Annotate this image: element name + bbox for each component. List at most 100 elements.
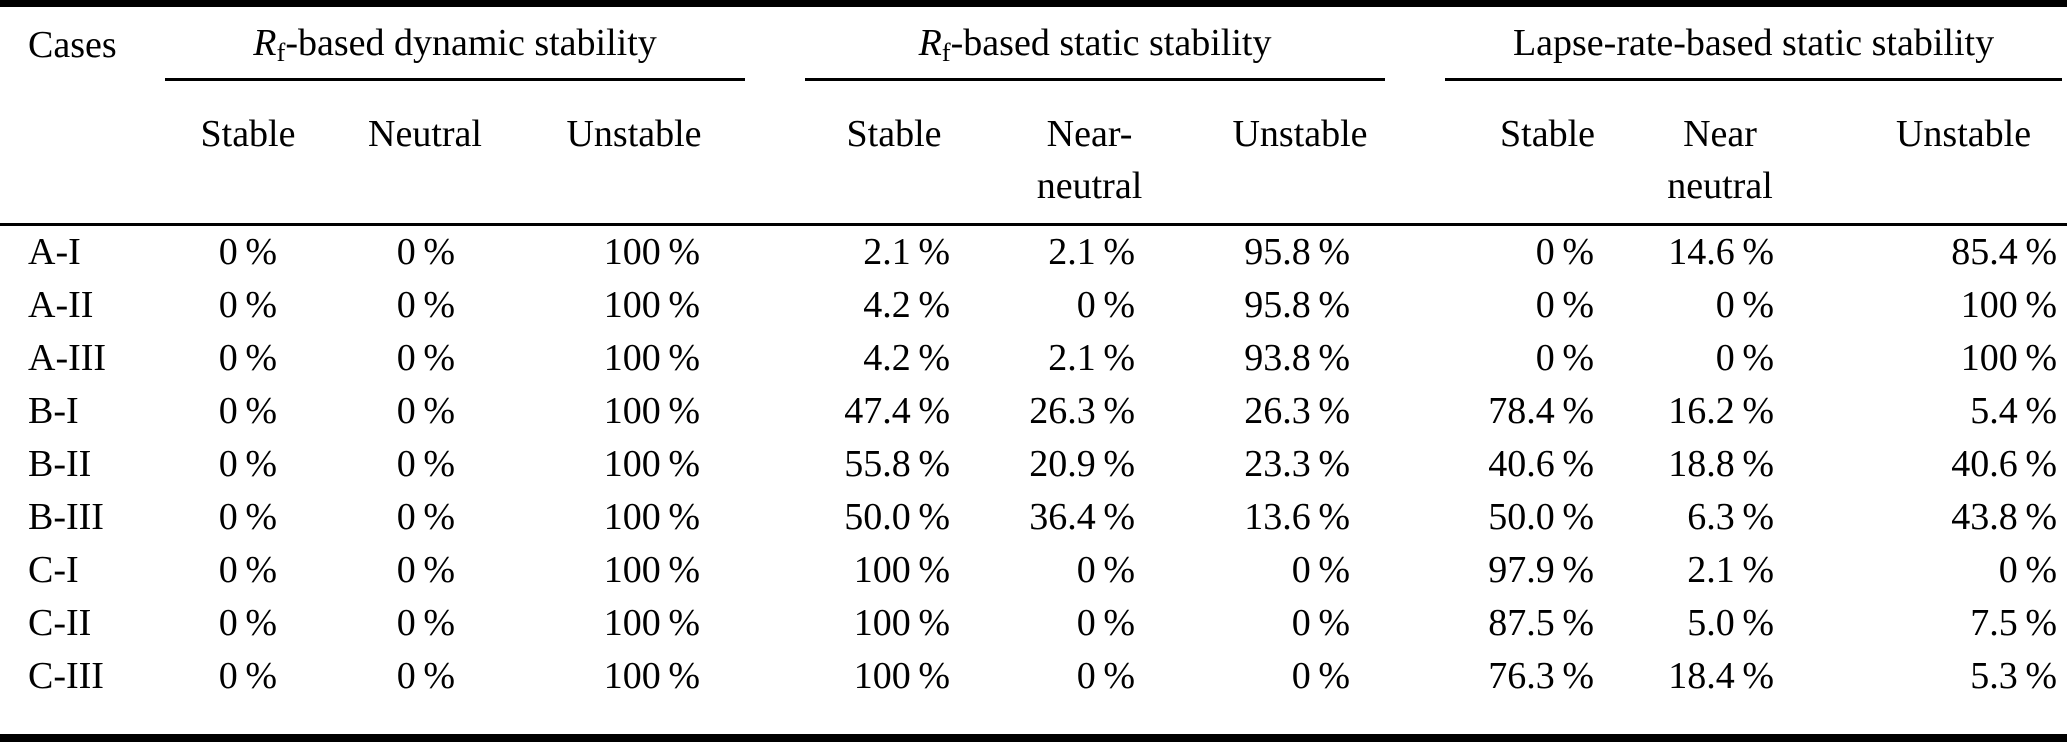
- table-cell: 100 %: [1960, 283, 2058, 326]
- table-cell: 97.9 %: [1488, 548, 1595, 591]
- table-row: A-III 0 % 0 % 100 % 4.2 % 2.1 % 93.8 % 0…: [0, 332, 2067, 385]
- stability-table: Cases Rf-based dynamic stability Rf-base…: [0, 7, 2067, 703]
- table-cell: 100 %: [603, 283, 701, 326]
- group-title-text: -based static stability: [950, 22, 1272, 64]
- table-cell: 18.8 %: [1668, 442, 1775, 485]
- table-row: A-II 0 % 0 % 100 % 4.2 % 0 % 95.8 % 0 % …: [0, 279, 2067, 332]
- table-cell: 0 %: [396, 442, 455, 485]
- table-cell: 40.6 %: [1488, 442, 1595, 485]
- table-row: C-I 0 % 0 % 100 % 100 % 0 % 0 % 97.9 % 2…: [0, 544, 2067, 597]
- table-row: C-II 0 % 0 % 100 % 100 % 0 % 0 % 87.5 % …: [0, 597, 2067, 650]
- group-title: Rf-based dynamic stability: [165, 22, 746, 81]
- table-cell: 23.3 %: [1244, 442, 1351, 485]
- header-line: Neutral: [368, 113, 482, 155]
- top-rule: [0, 0, 2067, 7]
- table-cell: 100 %: [1960, 336, 2058, 379]
- table-cell: 7.5 %: [1970, 601, 2058, 644]
- table-cell: 0 %: [396, 654, 455, 697]
- table-cell: 100 %: [853, 601, 951, 644]
- table-cell: 0 %: [396, 230, 455, 273]
- table-cell: 6.3 %: [1687, 495, 1775, 538]
- table-cell: 0 %: [396, 495, 455, 538]
- header-line: Unstable: [1232, 113, 1368, 155]
- table-cell: 0 %: [1291, 601, 1351, 644]
- header-line: neutral: [1036, 165, 1143, 207]
- bottom-rule: [0, 733, 2067, 742]
- table-cell: 2.1 %: [1687, 548, 1775, 591]
- group-title-subscript: f: [941, 36, 951, 67]
- case-label: A-III: [28, 336, 107, 379]
- table-cell: 100 %: [853, 548, 951, 591]
- column-header-dyn-unstable: Unstable: [504, 84, 765, 226]
- table-cell: 0 %: [218, 336, 277, 379]
- table-cell: 0 %: [1535, 283, 1595, 326]
- case-label: B-III: [28, 495, 104, 538]
- table-cell: 26.3 %: [1244, 389, 1351, 432]
- table-cell: 95.8 %: [1244, 283, 1351, 326]
- table-cell: 85.4 %: [1951, 230, 2058, 273]
- table-cell: 100 %: [603, 442, 701, 485]
- header-line: Stable: [1500, 113, 1595, 155]
- case-label: B-II: [28, 442, 92, 485]
- column-header-lapse-near-neutral: Near neutral: [1650, 84, 1791, 226]
- table-cell: 2.1 %: [1048, 336, 1136, 379]
- header-line: Stable: [846, 113, 942, 155]
- case-label: B-I: [28, 389, 79, 432]
- sub-header-row: Stable Neutral Unstable Stable Near-neut…: [0, 84, 2067, 226]
- table-cell: 100 %: [603, 548, 701, 591]
- table-cell: 0 %: [1076, 654, 1136, 697]
- table-cell: 4.2 %: [863, 283, 951, 326]
- table-cell: 13.6 %: [1244, 495, 1351, 538]
- table-cell: 5.3 %: [1970, 654, 2058, 697]
- table-cell: 0 %: [218, 548, 277, 591]
- table-cell: 100 %: [603, 389, 701, 432]
- case-label: C-II: [28, 601, 92, 644]
- table-row: A-I 0 % 0 % 100 % 2.1 % 2.1 % 95.8 % 0 %…: [0, 224, 2067, 279]
- table-cell: 100 %: [603, 654, 701, 697]
- table-row: C-III 0 % 0 % 100 % 100 % 0 % 0 % 76.3 %…: [0, 650, 2067, 703]
- table-cell: 2.1 %: [863, 230, 951, 273]
- table-cell: 0 %: [396, 336, 455, 379]
- group-title-text: Lapse-rate-based static stability: [1512, 22, 1995, 64]
- table-cell: 0 %: [218, 654, 277, 697]
- table-cell: 0 %: [1291, 548, 1351, 591]
- column-header-lapse-unstable: Unstable: [1790, 84, 2067, 226]
- table-cell: 0 %: [1715, 336, 1775, 379]
- table-cell: 16.2 %: [1668, 389, 1775, 432]
- column-header-static-unstable: Unstable: [1155, 84, 1446, 226]
- group-header-rf-static-stability: Rf-based static stability: [764, 7, 1445, 84]
- group-title-subscript: f: [276, 36, 286, 67]
- table-cell: 0 %: [218, 283, 277, 326]
- table-cell: 0 %: [1715, 283, 1775, 326]
- table-cell: 100 %: [603, 601, 701, 644]
- header-line: Stable: [200, 113, 296, 155]
- table-cell: 0 %: [1291, 654, 1351, 697]
- table-cell: 50.0 %: [844, 495, 951, 538]
- table-cell: 55.8 %: [844, 442, 951, 485]
- table-cell: 76.3 %: [1488, 654, 1595, 697]
- table-cell: 0 %: [1535, 336, 1595, 379]
- table-row: B-III 0 % 0 % 100 % 50.0 % 36.4 % 13.6 %…: [0, 491, 2067, 544]
- case-label: C-III: [28, 654, 104, 697]
- header-line: Unstable: [1895, 113, 2032, 155]
- table-cell: 0 %: [1535, 230, 1595, 273]
- table-cell: 93.8 %: [1244, 336, 1351, 379]
- case-label: A-II: [28, 283, 94, 326]
- table-cell: 0 %: [396, 601, 455, 644]
- table-cell: 100 %: [603, 230, 701, 273]
- group-title-italic: R: [918, 22, 942, 64]
- table-cell: 0 %: [1998, 548, 2058, 591]
- table-cell: 95.8 %: [1244, 230, 1351, 273]
- table-cell: 87.5 %: [1488, 601, 1595, 644]
- table-cell: 43.8 %: [1951, 495, 2058, 538]
- table-cell: 5.0 %: [1687, 601, 1775, 644]
- table-cell: 0 %: [218, 230, 277, 273]
- table-cell: 0 %: [1076, 548, 1136, 591]
- column-header-static-stable: Stable: [764, 84, 1025, 226]
- table-cell: 0 %: [218, 442, 277, 485]
- header-line: Near-: [1046, 113, 1133, 155]
- column-header-dyn-neutral: Neutral: [346, 84, 504, 226]
- group-title-italic: R: [253, 22, 277, 64]
- table-cell: 0 %: [218, 601, 277, 644]
- group-header-lapse-rate-static-stability: Lapse-rate-based static stability: [1445, 7, 2067, 84]
